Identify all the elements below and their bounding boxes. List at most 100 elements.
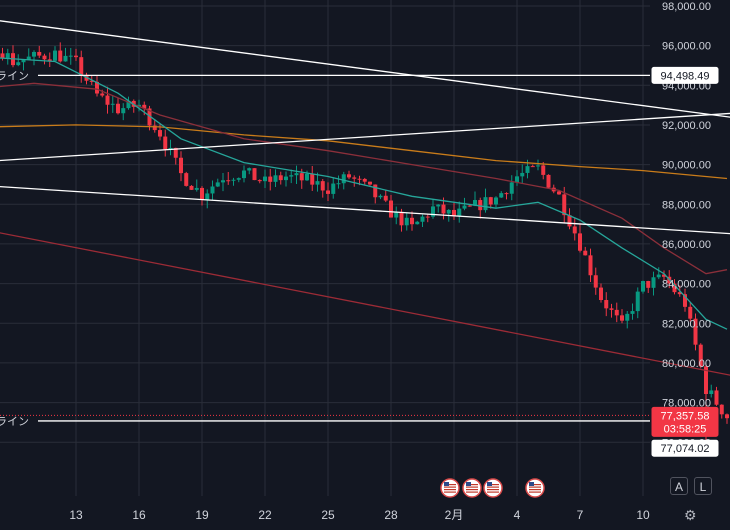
candle-body[interactable] bbox=[357, 178, 362, 180]
candle-body[interactable] bbox=[263, 176, 267, 182]
candle-body[interactable] bbox=[315, 181, 320, 185]
candle-body[interactable] bbox=[378, 195, 383, 198]
candle-body[interactable] bbox=[347, 174, 351, 178]
candle-body[interactable] bbox=[504, 193, 509, 195]
candle-body[interactable] bbox=[546, 174, 551, 188]
trendline-middle-descending[interactable] bbox=[0, 173, 730, 258]
candle-body[interactable] bbox=[683, 294, 687, 307]
candle-body[interactable] bbox=[415, 221, 420, 225]
candle-body[interactable] bbox=[698, 344, 703, 367]
candle-body[interactable] bbox=[394, 211, 399, 218]
candle-body[interactable] bbox=[310, 173, 315, 185]
candle-body[interactable] bbox=[121, 108, 126, 114]
candle-body[interactable] bbox=[436, 204, 441, 207]
candle-body[interactable] bbox=[404, 217, 409, 226]
candle-body[interactable] bbox=[420, 216, 425, 222]
candle-body[interactable] bbox=[494, 197, 498, 205]
trendline-lower-channel[interactable] bbox=[0, 190, 730, 448]
candle-body[interactable] bbox=[672, 283, 677, 293]
candle-body[interactable] bbox=[536, 165, 540, 167]
candle-body[interactable] bbox=[210, 186, 215, 194]
candle-body[interactable] bbox=[520, 172, 525, 177]
candle-body[interactable] bbox=[268, 176, 273, 182]
candle-body[interactable] bbox=[205, 193, 210, 200]
candle-body[interactable] bbox=[578, 233, 582, 251]
candle-body[interactable] bbox=[593, 275, 598, 288]
candle-body[interactable] bbox=[142, 104, 147, 109]
candle-body[interactable] bbox=[215, 182, 220, 187]
candle-body[interactable] bbox=[425, 216, 430, 218]
candle-body[interactable] bbox=[646, 281, 651, 288]
candle-body[interactable] bbox=[620, 315, 624, 321]
candle-body[interactable] bbox=[562, 194, 567, 216]
candle-body[interactable] bbox=[341, 174, 346, 184]
candle-body[interactable] bbox=[21, 59, 26, 63]
candle-body[interactable] bbox=[614, 309, 619, 316]
candle-body[interactable] bbox=[116, 103, 120, 114]
candle-body[interactable] bbox=[431, 206, 435, 217]
candle-body[interactable] bbox=[105, 95, 110, 105]
candle-body[interactable] bbox=[604, 300, 609, 309]
candle-body[interactable] bbox=[299, 173, 304, 181]
candle-body[interactable] bbox=[709, 390, 714, 395]
candle-body[interactable] bbox=[368, 181, 372, 185]
candle-body[interactable] bbox=[5, 53, 10, 59]
candle-body[interactable] bbox=[278, 175, 283, 181]
candle-body[interactable] bbox=[284, 176, 288, 181]
candle-body[interactable] bbox=[173, 147, 178, 158]
candle-body[interactable] bbox=[126, 100, 131, 109]
candle-body[interactable] bbox=[452, 209, 456, 217]
candle-body[interactable] bbox=[588, 255, 593, 276]
candle-body[interactable] bbox=[32, 51, 36, 57]
candle-body[interactable] bbox=[478, 200, 483, 211]
us-flag-icon[interactable] bbox=[483, 478, 503, 498]
candle-body[interactable] bbox=[651, 277, 656, 288]
candle-body[interactable] bbox=[446, 209, 451, 214]
trendline-upper-descending[interactable] bbox=[0, 0, 730, 167]
candle-body[interactable] bbox=[515, 176, 519, 183]
candle-body[interactable] bbox=[236, 178, 241, 180]
candle-body[interactable] bbox=[704, 366, 708, 395]
candle-body[interactable] bbox=[184, 173, 189, 186]
us-flag-icon[interactable] bbox=[462, 478, 482, 498]
candle-body[interactable] bbox=[467, 205, 472, 207]
candle-body[interactable] bbox=[583, 250, 588, 256]
candle-body[interactable] bbox=[189, 185, 194, 190]
event-flags[interactable] bbox=[440, 478, 545, 498]
candle-body[interactable] bbox=[158, 130, 162, 137]
candle-body[interactable] bbox=[226, 180, 231, 182]
candle-body[interactable] bbox=[257, 180, 262, 182]
candle-body[interactable] bbox=[389, 200, 393, 218]
candle-body[interactable] bbox=[462, 205, 467, 209]
candle-body[interactable] bbox=[37, 51, 42, 56]
candle-body[interactable] bbox=[557, 191, 561, 195]
candle-body[interactable] bbox=[0, 53, 5, 59]
candle-body[interactable] bbox=[383, 195, 388, 201]
candle-body[interactable] bbox=[399, 211, 404, 226]
candle-body[interactable] bbox=[68, 55, 73, 57]
candle-body[interactable] bbox=[714, 390, 719, 405]
candle-body[interactable] bbox=[58, 50, 63, 62]
candle-body[interactable] bbox=[273, 175, 278, 182]
candle-body[interactable] bbox=[110, 103, 115, 105]
candle-body[interactable] bbox=[231, 179, 236, 181]
candle-body[interactable] bbox=[725, 414, 729, 419]
candle-body[interactable] bbox=[441, 204, 446, 214]
candle-body[interactable] bbox=[572, 226, 577, 234]
auto-scale-button[interactable]: A bbox=[670, 477, 688, 495]
candle-body[interactable] bbox=[373, 184, 378, 198]
candle-body[interactable] bbox=[294, 173, 299, 176]
candle-body[interactable] bbox=[567, 215, 572, 227]
candle-body[interactable] bbox=[541, 165, 546, 175]
candle-body[interactable] bbox=[100, 93, 105, 96]
candle-body[interactable] bbox=[499, 193, 504, 198]
candle-body[interactable] bbox=[688, 306, 693, 319]
candle-body[interactable] bbox=[457, 208, 462, 217]
candle-body[interactable] bbox=[719, 404, 724, 415]
candle-body[interactable] bbox=[252, 168, 257, 181]
candle-body[interactable] bbox=[194, 187, 199, 190]
candle-body[interactable] bbox=[609, 308, 614, 310]
candle-body[interactable] bbox=[289, 175, 294, 177]
candle-body[interactable] bbox=[693, 318, 698, 345]
log-scale-button[interactable]: L bbox=[694, 477, 712, 495]
